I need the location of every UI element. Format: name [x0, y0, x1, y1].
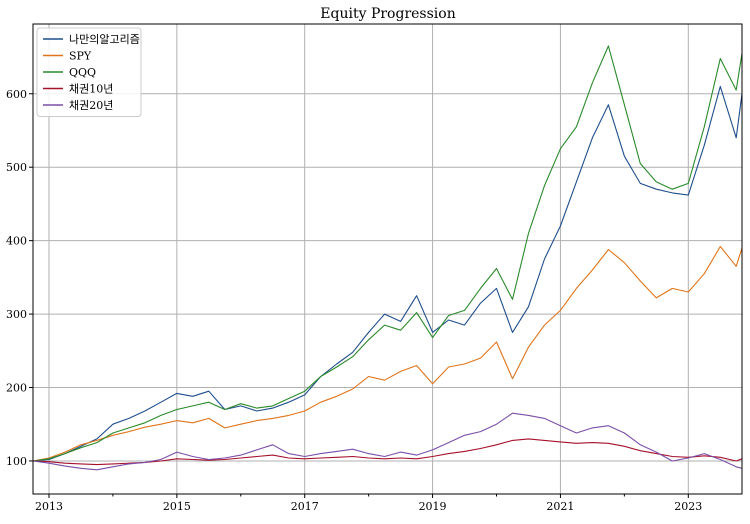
series-line [32, 412, 743, 471]
x-tick-label: 2021 [546, 500, 574, 513]
legend-label: 나만의알고리즘 [69, 32, 140, 46]
legend-label: 채권20년 [69, 99, 113, 112]
x-tick-label: 2013 [35, 500, 63, 513]
chart-title: Equity Progression [320, 6, 455, 22]
legend-label: 채권10년 [69, 83, 113, 96]
series-line [32, 438, 743, 466]
y-tick-label: 200 [6, 382, 27, 395]
series-line [32, 85, 743, 462]
legend-label: SPY [69, 50, 92, 63]
y-tick-label: 500 [6, 161, 27, 174]
legend-box [36, 27, 142, 117]
x-tick-label: 2019 [419, 500, 447, 513]
y-tick-label: 300 [6, 308, 27, 321]
y-tick-label: 400 [6, 235, 27, 248]
x-tick-label: 2023 [674, 500, 702, 513]
legend-label: QQQ [69, 66, 96, 79]
y-axis: 100 200 300 400 500 600 [6, 88, 33, 468]
x-axis: 2013 2015 2017 2019 2021 2023 [35, 494, 702, 513]
series-line [32, 45, 743, 462]
series-layer [32, 45, 743, 471]
y-tick-label: 600 [6, 88, 27, 101]
x-tick-label: 2017 [291, 500, 319, 513]
y-tick-label: 100 [6, 455, 27, 468]
x-tick-label: 2015 [163, 500, 191, 513]
series-line [32, 245, 743, 462]
plot-frame [32, 23, 743, 495]
